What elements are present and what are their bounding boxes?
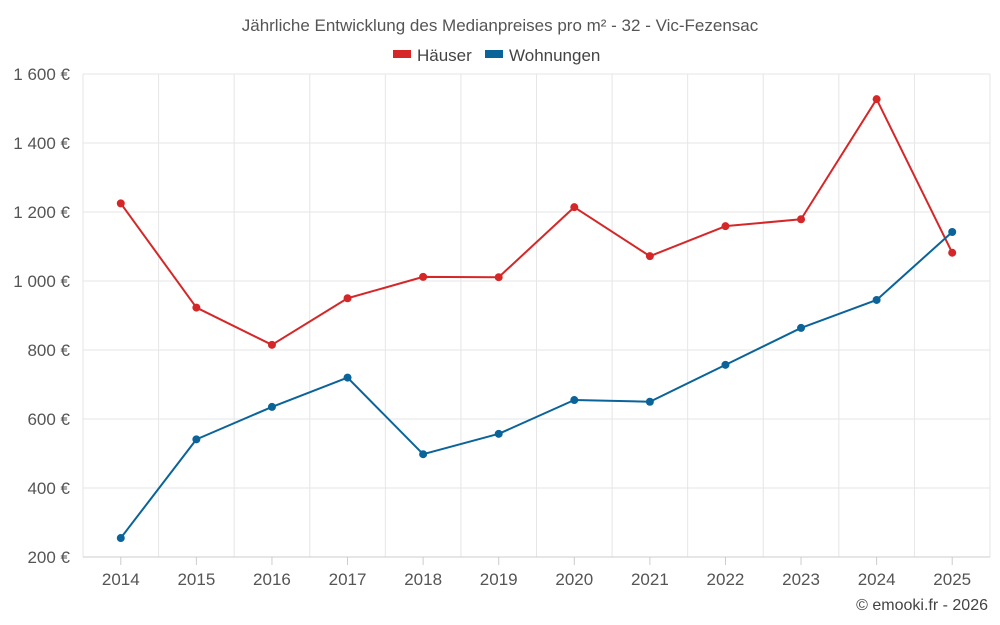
axes: 200 € 400 € 600 € 800 € 1 000 € 1 200 € 1 400 … (13, 65, 990, 589)
data-point-wohnungen[interactable] (192, 435, 201, 444)
data-point-haeuser[interactable] (948, 248, 957, 257)
data-point-wohnungen[interactable] (872, 295, 881, 304)
data-point-haeuser[interactable] (721, 222, 730, 231)
y-tick-label: 1 600 € (13, 65, 70, 84)
x-tick-label: 2019 (480, 570, 518, 589)
grid (82, 73, 991, 557)
x-tick-label: 2018 (404, 570, 442, 589)
x-tick-label: 2020 (555, 570, 593, 589)
x-tick-label: 2022 (707, 570, 745, 589)
legend-swatch-haeuser (393, 50, 411, 58)
x-tick-label: 2024 (858, 570, 896, 589)
data-point-haeuser[interactable] (570, 203, 579, 212)
legend-item-wohnungen[interactable]: Wohnungen (485, 46, 600, 65)
y-tick-label: 800 € (27, 341, 70, 360)
credit-text: © emooki.fr - 2026 (856, 597, 988, 614)
legend: Häuser Wohnungen (393, 46, 600, 65)
x-tick-label: 2015 (177, 570, 215, 589)
legend-swatch-wohnungen (485, 50, 503, 58)
data-point-haeuser[interactable] (267, 340, 276, 349)
x-tick-label: 2021 (631, 570, 669, 589)
series-line-wohnungen (119, 231, 953, 539)
x-tick-label: 2023 (782, 570, 820, 589)
y-tick-label: 1 000 € (13, 272, 70, 291)
data-point-haeuser[interactable] (494, 273, 503, 282)
y-tick-label: 600 € (27, 410, 70, 429)
data-point-wohnungen[interactable] (116, 534, 125, 543)
data-point-haeuser[interactable] (797, 215, 806, 224)
x-tick-label: 2025 (933, 570, 971, 589)
data-point-wohnungen[interactable] (267, 402, 276, 411)
data-point-haeuser[interactable] (419, 272, 428, 281)
y-tick-label: 400 € (27, 479, 70, 498)
x-tick-label: 2017 (329, 570, 367, 589)
data-point-wohnungen[interactable] (419, 450, 428, 459)
x-tick-label: 2016 (253, 570, 291, 589)
data-point-haeuser[interactable] (645, 252, 654, 261)
data-point-haeuser[interactable] (192, 303, 201, 312)
data-point-wohnungen[interactable] (570, 396, 579, 405)
chart-title: Jährliche Entwicklung des Medianpreises … (242, 16, 759, 35)
series (116, 95, 957, 543)
y-tick-label: 200 € (27, 548, 70, 567)
data-point-wohnungen[interactable] (494, 429, 503, 438)
data-point-haeuser[interactable] (116, 199, 125, 208)
data-point-wohnungen[interactable] (645, 397, 654, 406)
series-line-haeuser (119, 98, 954, 346)
data-point-haeuser[interactable] (872, 95, 881, 104)
data-point-wohnungen[interactable] (948, 228, 957, 237)
data-point-haeuser[interactable] (343, 294, 352, 303)
legend-label-haeuser: Häuser (417, 46, 472, 65)
legend-label-wohnungen: Wohnungen (509, 46, 600, 65)
data-point-wohnungen[interactable] (721, 360, 730, 369)
y-tick-label: 1 400 € (13, 134, 70, 153)
x-tick-label: 2014 (102, 570, 140, 589)
data-point-wohnungen[interactable] (797, 323, 806, 332)
legend-item-haeuser[interactable]: Häuser (393, 46, 472, 65)
data-point-wohnungen[interactable] (343, 373, 352, 382)
y-tick-label: 1 200 € (13, 203, 70, 222)
